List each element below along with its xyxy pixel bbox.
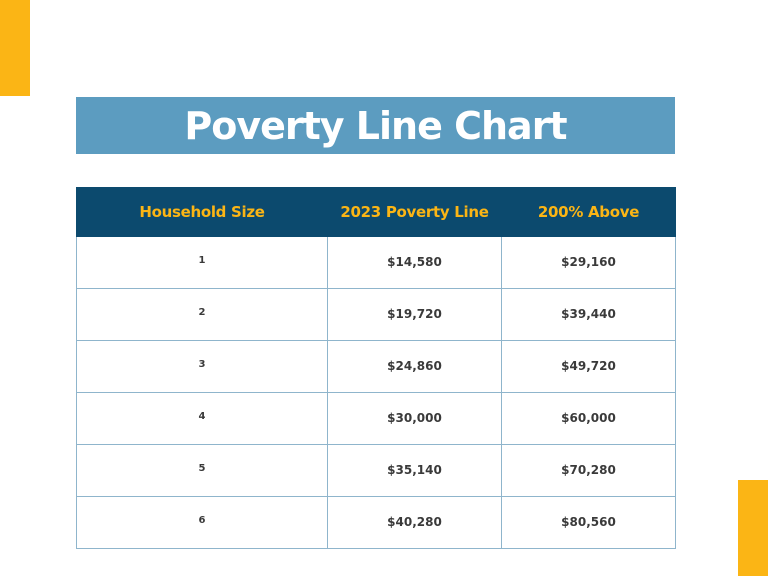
poverty-line-cell: $35,140 — [327, 444, 502, 497]
page-title: Poverty Line Chart — [184, 103, 567, 148]
household-size-cell: 1 — [76, 236, 328, 289]
poverty-table: Household Size 2023 Poverty Line 200% Ab… — [76, 187, 676, 549]
above-200-cell: $70,280 — [501, 444, 676, 497]
header-poverty-line: 2023 Poverty Line — [327, 187, 502, 237]
table-row: 1 $14,580 $29,160 — [76, 236, 676, 289]
poverty-line-cell: $14,580 — [327, 236, 502, 289]
above-200-cell: $80,560 — [501, 496, 676, 549]
header-row: Household Size 2023 Poverty Line 200% Ab… — [76, 187, 676, 237]
household-size-cell: 3 — [76, 340, 328, 393]
poverty-line-cell: $24,860 — [327, 340, 502, 393]
above-200-cell: $29,160 — [501, 236, 676, 289]
poverty-line-cell: $19,720 — [327, 288, 502, 341]
household-size-cell: 4 — [76, 392, 328, 445]
header-household-size: Household Size — [76, 187, 328, 237]
table-row: 2 $19,720 $39,440 — [76, 288, 676, 341]
header-200-above: 200% Above — [501, 187, 676, 237]
table-row: 6 $40,280 $80,560 — [76, 496, 676, 549]
household-size-cell: 2 — [76, 288, 328, 341]
table-header: Household Size 2023 Poverty Line 200% Ab… — [76, 187, 676, 237]
above-200-cell: $60,000 — [501, 392, 676, 445]
table-body: 1 $14,580 $29,160 2 $19,720 $39,440 3 $2… — [76, 236, 676, 549]
accent-bar-top — [0, 0, 30, 96]
title-banner: Poverty Line Chart — [76, 97, 675, 154]
poverty-line-cell: $40,280 — [327, 496, 502, 549]
household-size-cell: 5 — [76, 444, 328, 497]
poverty-line-cell: $30,000 — [327, 392, 502, 445]
table-row: 5 $35,140 $70,280 — [76, 444, 676, 497]
above-200-cell: $39,440 — [501, 288, 676, 341]
table-row: 3 $24,860 $49,720 — [76, 340, 676, 393]
household-size-cell: 6 — [76, 496, 328, 549]
above-200-cell: $49,720 — [501, 340, 676, 393]
table-row: 4 $30,000 $60,000 — [76, 392, 676, 445]
accent-bar-bottom — [738, 480, 768, 576]
